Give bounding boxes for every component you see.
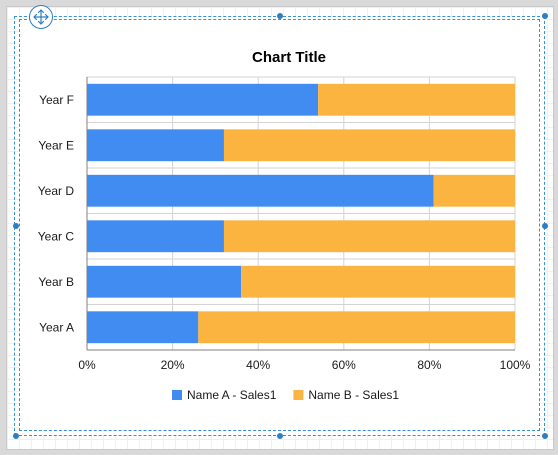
bar-segment-name-b[interactable] bbox=[198, 311, 515, 344]
legend-label: Name B - Sales1 bbox=[308, 388, 399, 402]
y-tick-label: Year D bbox=[38, 184, 75, 198]
bar-segment-name-a[interactable] bbox=[87, 174, 434, 207]
y-tick-label: Year E bbox=[38, 138, 74, 152]
x-tick-label: 60% bbox=[332, 358, 356, 372]
resize-handle-left[interactable] bbox=[13, 223, 19, 229]
y-tick-label: Year C bbox=[38, 229, 75, 243]
bar-segment-name-a[interactable] bbox=[87, 83, 319, 116]
move-arrows-icon bbox=[33, 9, 49, 25]
legend-swatch bbox=[293, 390, 304, 400]
bar-segment-name-b[interactable] bbox=[433, 174, 515, 207]
move-handle[interactable] bbox=[29, 5, 53, 29]
x-tick-label: 80% bbox=[417, 358, 441, 372]
bar-segment-name-a[interactable] bbox=[87, 220, 224, 253]
bar-segment-name-a[interactable] bbox=[87, 311, 199, 344]
resize-handle-bottom[interactable] bbox=[277, 433, 283, 439]
x-tick-label: 0% bbox=[78, 358, 96, 372]
resize-handle-top-right[interactable] bbox=[542, 13, 548, 19]
bar-segment-name-a[interactable] bbox=[87, 265, 242, 298]
legend-swatch bbox=[172, 390, 182, 400]
bar-segment-name-b[interactable] bbox=[241, 265, 515, 298]
chart-title: Chart Title bbox=[252, 49, 326, 66]
resize-handle-bottom-left[interactable] bbox=[13, 433, 19, 439]
resize-handle-right[interactable] bbox=[542, 223, 548, 229]
x-tick-label: 20% bbox=[161, 358, 185, 372]
bar-chart: Chart Title Year A Year B Year C Year D Year … bbox=[38, 49, 531, 402]
bar-segment-name-a[interactable] bbox=[87, 129, 224, 162]
bar-segment-name-b[interactable] bbox=[318, 83, 515, 116]
y-tick-label: Year F bbox=[39, 93, 74, 107]
bar-segment-name-b[interactable] bbox=[223, 220, 515, 253]
resize-handle-top[interactable] bbox=[277, 13, 283, 19]
bar-segment-name-b[interactable] bbox=[223, 129, 515, 162]
x-tick-label: 40% bbox=[246, 358, 270, 372]
chart-control[interactable]: Chart Title Year A Year B Year C Year D Year … bbox=[19, 17, 545, 435]
x-tick-label: 100% bbox=[500, 358, 531, 372]
legend-label: Name A - Sales1 bbox=[187, 388, 277, 402]
y-tick-label: Year A bbox=[39, 320, 74, 334]
y-tick-label: Year B bbox=[38, 275, 74, 289]
resize-handle-bottom-right[interactable] bbox=[542, 433, 548, 439]
